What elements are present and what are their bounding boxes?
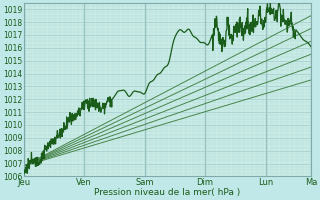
X-axis label: Pression niveau de la mer( hPa ): Pression niveau de la mer( hPa )	[94, 188, 240, 197]
